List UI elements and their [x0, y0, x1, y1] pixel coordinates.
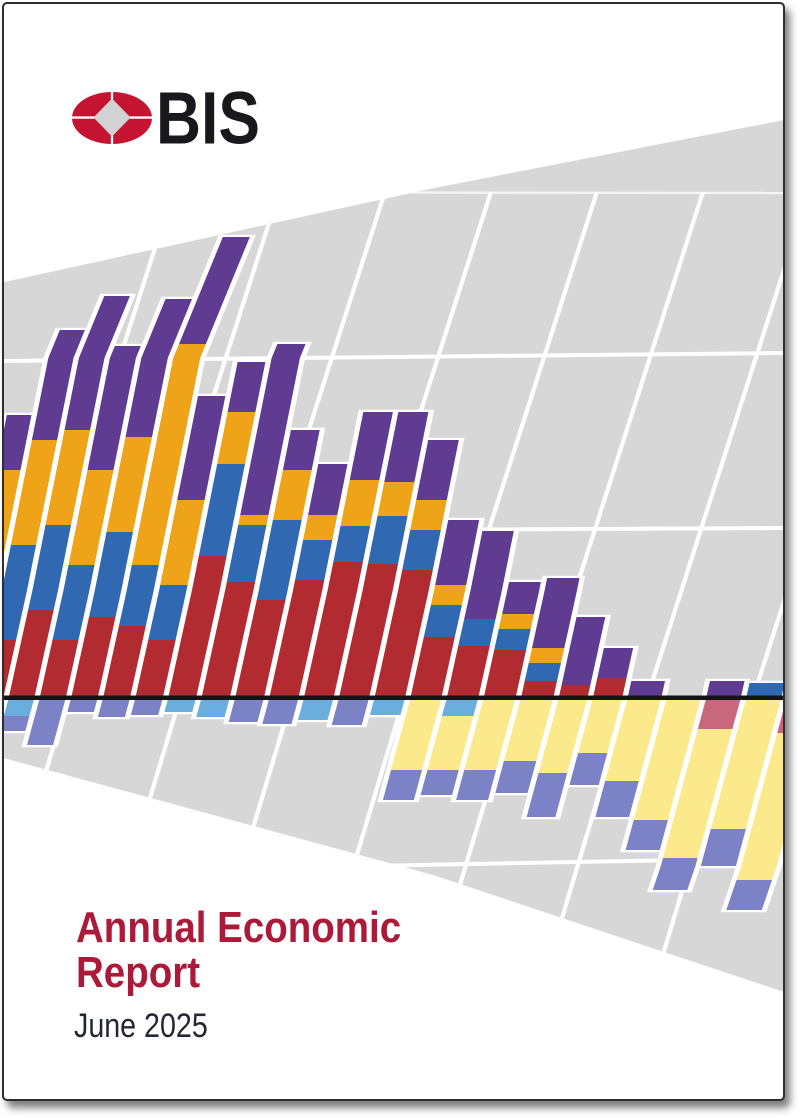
svg-text:BIS: BIS: [156, 77, 260, 160]
